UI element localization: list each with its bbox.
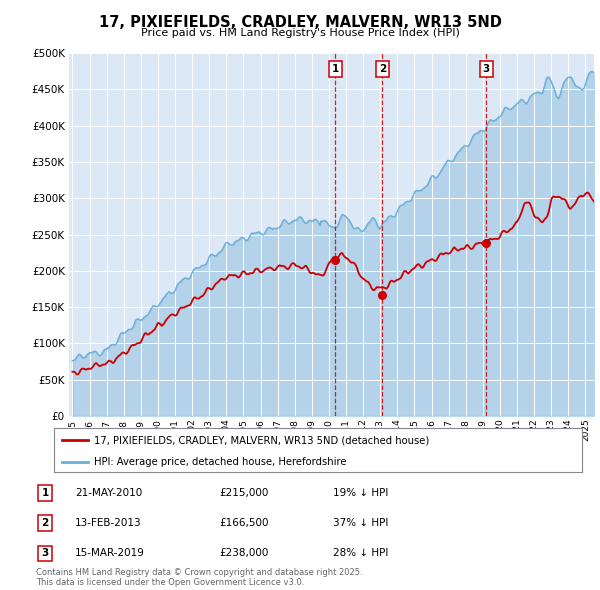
Text: £166,500: £166,500 (219, 519, 269, 528)
Text: 15-MAR-2019: 15-MAR-2019 (75, 549, 145, 558)
Text: 19% ↓ HPI: 19% ↓ HPI (333, 488, 388, 497)
Text: 2: 2 (41, 519, 49, 528)
Text: 37% ↓ HPI: 37% ↓ HPI (333, 519, 388, 528)
Text: Price paid vs. HM Land Registry's House Price Index (HPI): Price paid vs. HM Land Registry's House … (140, 28, 460, 38)
Text: 17, PIXIEFIELDS, CRADLEY, MALVERN, WR13 5ND: 17, PIXIEFIELDS, CRADLEY, MALVERN, WR13 … (98, 15, 502, 30)
Text: 3: 3 (41, 549, 49, 558)
Text: 3: 3 (483, 64, 490, 74)
Text: 17, PIXIEFIELDS, CRADLEY, MALVERN, WR13 5ND (detached house): 17, PIXIEFIELDS, CRADLEY, MALVERN, WR13 … (94, 435, 429, 445)
Text: This data is licensed under the Open Government Licence v3.0.: This data is licensed under the Open Gov… (36, 578, 304, 587)
Text: 1: 1 (41, 488, 49, 497)
Text: 13-FEB-2013: 13-FEB-2013 (75, 519, 142, 528)
Text: 1: 1 (332, 64, 339, 74)
Text: 21-MAY-2010: 21-MAY-2010 (75, 488, 142, 497)
Text: HPI: Average price, detached house, Herefordshire: HPI: Average price, detached house, Here… (94, 457, 346, 467)
Text: £238,000: £238,000 (219, 549, 268, 558)
Text: 28% ↓ HPI: 28% ↓ HPI (333, 549, 388, 558)
Text: 2: 2 (379, 64, 386, 74)
Text: Contains HM Land Registry data © Crown copyright and database right 2025.: Contains HM Land Registry data © Crown c… (36, 568, 362, 577)
Text: £215,000: £215,000 (219, 488, 268, 497)
